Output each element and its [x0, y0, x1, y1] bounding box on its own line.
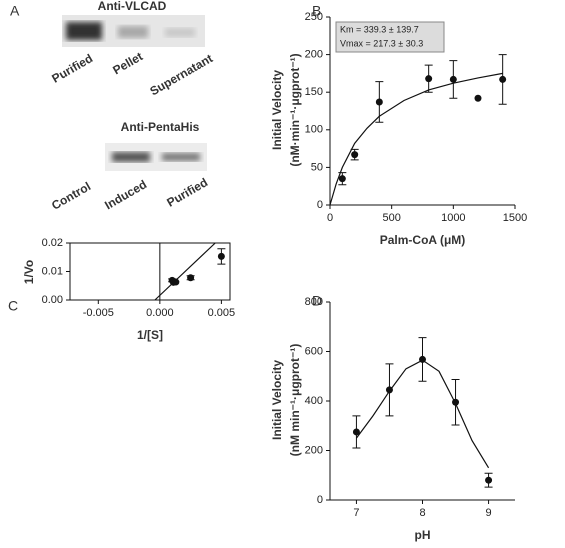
x-tick-label: 500: [382, 212, 400, 224]
lane-label: Pellet: [110, 49, 145, 77]
data-point: [352, 428, 360, 436]
annotation: Vmax = 217.3 ± 30.3: [340, 38, 423, 48]
x-axis-label: pH: [415, 528, 431, 542]
x-tick-label: 8: [419, 507, 425, 519]
x-tick-label: 7: [353, 507, 359, 519]
data-point: [485, 476, 493, 484]
y-axis-label: (nM·min⁻¹·μgprot⁻¹): [288, 53, 302, 166]
lane-label: Purified: [49, 51, 95, 85]
blot-title: Anti-PentaHis: [121, 120, 200, 134]
panel-letter: D: [312, 293, 322, 309]
lane-label: Control: [49, 179, 93, 212]
band: [118, 26, 148, 38]
annotation: Km = 339.3 ± 139.7: [340, 24, 419, 34]
y-tick-label: 50: [311, 161, 323, 173]
data-point: [338, 175, 346, 183]
data-point: [187, 274, 195, 282]
x-tick-label: -0.005: [83, 307, 114, 319]
y-tick-label: 0: [317, 199, 323, 211]
data-point: [375, 98, 383, 106]
y-tick-label: 0.02: [42, 237, 63, 249]
data-point: [449, 75, 457, 83]
x-tick-label: 0.005: [208, 307, 236, 319]
x-axis-label: 1/[S]: [137, 328, 163, 342]
x-tick-label: 1500: [503, 212, 527, 224]
data-point: [474, 94, 482, 102]
fit-line: [154, 242, 216, 301]
y-tick-label: 600: [305, 345, 323, 357]
y-tick-label: 0.01: [42, 265, 63, 277]
y-tick-label: 200: [305, 444, 323, 456]
x-tick-label: 0: [327, 212, 333, 224]
y-tick-label: 400: [305, 395, 323, 407]
y-tick-label: 200: [305, 49, 323, 61]
y-tick-label: 250: [305, 11, 323, 23]
y-tick-label: 800: [305, 296, 323, 308]
annotation-box: [335, 21, 445, 53]
y-tick-label: 0.00: [42, 294, 63, 306]
band: [165, 28, 195, 37]
y-tick-label: 150: [305, 86, 323, 98]
x-tick-label: 1000: [441, 212, 465, 224]
panel-letter: A: [10, 3, 20, 19]
band: [162, 153, 200, 161]
y-tick-label: 100: [305, 124, 323, 136]
data-point: [452, 398, 460, 406]
x-axis-label: Palm-CoA (μM): [380, 233, 466, 247]
panel-letter: B: [312, 3, 321, 19]
data-point: [425, 75, 433, 83]
y-axis-label: 1/Vo: [22, 260, 36, 284]
lane-label: Induced: [102, 177, 149, 212]
lane-label: Purified: [164, 175, 210, 209]
panel-letter: C: [8, 298, 18, 314]
x-tick-label: 0.000: [146, 307, 174, 319]
fit-line: [329, 72, 503, 206]
band: [112, 152, 150, 162]
lane-label: Supernatant: [147, 51, 215, 98]
data-point: [351, 151, 359, 159]
data-point: [499, 75, 507, 83]
data-point: [385, 386, 393, 394]
y-axis-label: Initial Velocity: [270, 70, 284, 150]
y-tick-label: 0: [317, 494, 323, 506]
blot-title: Anti-VLCAD: [98, 0, 167, 13]
data-point: [217, 252, 225, 260]
data-point: [419, 355, 426, 363]
data-point: [172, 278, 180, 286]
band: [66, 22, 102, 40]
y-axis-label: Initial Velocity: [270, 360, 284, 440]
x-tick-label: 9: [486, 507, 492, 519]
y-axis-label: (nM min⁻¹·μgprot⁻¹): [288, 344, 302, 457]
